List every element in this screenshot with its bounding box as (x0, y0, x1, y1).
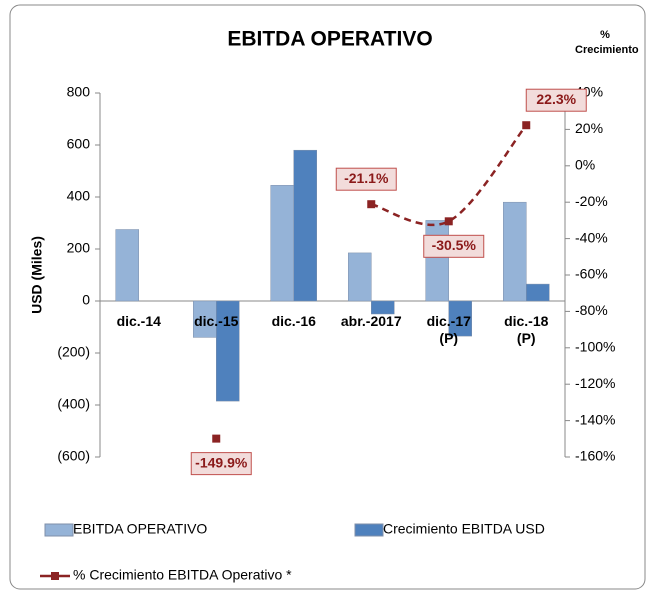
bar (348, 252, 372, 302)
y2-tick-label: -80% (575, 302, 608, 318)
data-label: -149.9% (195, 454, 248, 470)
y2-tick-label: -20% (575, 193, 608, 209)
y2-tick-label: 0% (575, 157, 595, 173)
y-tick-label: 800 (67, 84, 91, 100)
legend-marker (51, 572, 59, 580)
x-tick-label: dic.-14 (116, 313, 161, 329)
chart-frame (9, 4, 646, 590)
x-tick-label: dic.-15 (194, 313, 239, 329)
y2-tick-label: -40% (575, 229, 608, 245)
bar (293, 149, 317, 302)
x-tick-label: dic.-18 (P) (504, 313, 549, 346)
bar (371, 300, 395, 315)
y2-axis-label: % Crecimiento (575, 29, 639, 56)
data-label: -30.5% (432, 237, 477, 253)
y-tick-label: (200) (57, 344, 90, 360)
data-label: -21.1% (344, 170, 389, 186)
y2-tick-label: -120% (575, 375, 615, 391)
legend-swatch (44, 523, 74, 537)
y-tick-label: (600) (57, 448, 90, 464)
bar (526, 283, 550, 302)
data-label-box (525, 88, 587, 112)
bar (448, 300, 472, 337)
marker (212, 434, 221, 443)
y2-tick-label: -140% (575, 411, 615, 427)
y2-tick-label: -100% (575, 339, 615, 355)
x-tick-label: dic.-16 (271, 313, 316, 329)
bar (115, 229, 139, 302)
y-tick-label: 200 (67, 240, 91, 256)
marker (444, 217, 453, 226)
data-label-box (423, 234, 485, 258)
legend-swatch (354, 523, 384, 537)
data-label-box (190, 452, 252, 476)
y2-tick-label: -60% (575, 266, 608, 282)
bar (270, 185, 294, 302)
legend-label: Crecimiento EBITDA USD (383, 521, 545, 537)
data-label-box (335, 167, 397, 191)
data-label: 22.3% (536, 91, 576, 107)
legend-label: % Crecimiento EBITDA Operativo * (73, 567, 292, 583)
bar (216, 300, 240, 402)
x-tick-label: abr.-2017 (340, 313, 402, 329)
y2-tick-label: 20% (575, 120, 603, 136)
y-tick-label: 400 (67, 188, 91, 204)
x-tick-label: dic.-17 (P) (426, 313, 471, 346)
y-tick-label: 0 (82, 292, 90, 308)
bar (425, 220, 449, 302)
marker (522, 121, 531, 130)
y2-tick-label: -160% (575, 448, 615, 464)
marker (367, 200, 376, 209)
bar (503, 201, 527, 302)
y-tick-label: 600 (67, 136, 91, 152)
legend-label: EBITDA OPERATIVO (73, 521, 207, 537)
y-axis-label: USD (Miles) (29, 236, 45, 314)
chart-title: EBITDA OPERATIVO (227, 28, 432, 51)
y-tick-label: (400) (57, 396, 90, 412)
